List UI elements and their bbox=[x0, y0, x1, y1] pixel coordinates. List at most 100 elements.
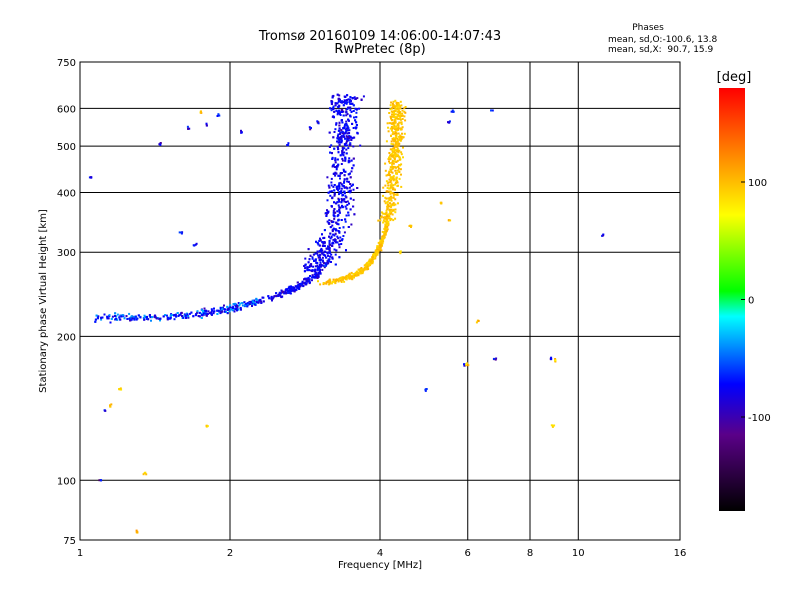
data-point bbox=[396, 108, 399, 111]
stats-x-line: mean, sd,X: 90.7, 15.9 bbox=[608, 45, 714, 55]
data-point bbox=[203, 309, 206, 312]
data-point bbox=[341, 119, 343, 122]
data-point bbox=[327, 254, 330, 257]
data-point bbox=[384, 162, 387, 165]
data-point bbox=[383, 227, 386, 230]
stats-o-line: mean, sd,O:-100.6, 13.8 bbox=[608, 35, 718, 45]
data-point bbox=[388, 160, 390, 163]
data-point bbox=[392, 110, 395, 113]
data-point bbox=[329, 232, 332, 235]
data-point bbox=[398, 158, 401, 161]
data-point bbox=[393, 106, 396, 109]
data-point bbox=[346, 180, 349, 183]
data-point bbox=[383, 217, 386, 220]
data-point bbox=[278, 291, 281, 294]
data-point bbox=[343, 231, 346, 234]
data-point bbox=[396, 194, 399, 196]
data-point bbox=[343, 276, 346, 279]
data-point bbox=[392, 131, 395, 134]
data-point bbox=[395, 166, 397, 169]
data-point bbox=[349, 136, 352, 139]
data-point bbox=[170, 314, 173, 316]
data-point bbox=[348, 202, 350, 205]
data-point bbox=[334, 104, 337, 107]
data-point bbox=[345, 142, 348, 145]
colorbar-ticks: 100 0 -100 bbox=[741, 178, 771, 424]
data-point bbox=[348, 101, 351, 104]
data-point bbox=[390, 142, 393, 145]
data-point bbox=[217, 309, 220, 312]
data-point bbox=[394, 211, 397, 214]
data-point bbox=[110, 317, 113, 320]
data-point bbox=[399, 164, 401, 167]
data-point bbox=[349, 273, 352, 276]
data-point bbox=[323, 264, 326, 267]
data-point bbox=[340, 281, 343, 283]
data-point bbox=[330, 144, 333, 147]
data-point bbox=[314, 259, 317, 262]
data-point bbox=[304, 267, 307, 270]
data-point bbox=[128, 317, 131, 320]
data-point bbox=[173, 318, 176, 321]
data-point bbox=[382, 219, 385, 222]
data-point bbox=[346, 138, 349, 140]
data-point bbox=[307, 280, 309, 283]
y-tick-label: 100 bbox=[57, 476, 76, 487]
data-point bbox=[396, 142, 399, 145]
data-point bbox=[341, 132, 344, 135]
data-point bbox=[205, 314, 208, 317]
data-point bbox=[318, 266, 321, 269]
data-point bbox=[334, 161, 337, 164]
data-point bbox=[385, 180, 388, 183]
data-point bbox=[338, 111, 341, 114]
data-point bbox=[392, 196, 395, 199]
data-point bbox=[382, 236, 385, 239]
data-point bbox=[309, 254, 312, 257]
data-point bbox=[359, 271, 362, 274]
data-point bbox=[302, 284, 305, 287]
data-point bbox=[271, 299, 273, 302]
data-point bbox=[387, 184, 390, 187]
data-point bbox=[323, 241, 326, 244]
data-point bbox=[393, 140, 396, 143]
data-point bbox=[125, 315, 128, 318]
data-point bbox=[377, 219, 380, 222]
data-point bbox=[356, 132, 359, 135]
data-point bbox=[341, 153, 344, 156]
data-point bbox=[150, 319, 152, 322]
data-point bbox=[299, 283, 302, 285]
data-point bbox=[251, 301, 254, 304]
data-point bbox=[328, 240, 331, 242]
data-point bbox=[333, 184, 336, 186]
data-point bbox=[224, 308, 227, 311]
data-point bbox=[327, 262, 330, 265]
data-point bbox=[425, 388, 428, 390]
data-point bbox=[349, 109, 352, 112]
data-point bbox=[330, 190, 333, 193]
data-point bbox=[342, 235, 345, 237]
data-point bbox=[465, 363, 468, 366]
data-point bbox=[336, 235, 339, 238]
data-point bbox=[447, 219, 450, 222]
data-point bbox=[142, 317, 145, 319]
data-point bbox=[333, 131, 336, 133]
data-point bbox=[328, 279, 331, 282]
data-point bbox=[328, 260, 331, 263]
data-point bbox=[399, 121, 402, 124]
data-point bbox=[401, 118, 404, 120]
data-point bbox=[309, 281, 311, 284]
data-point bbox=[321, 244, 324, 247]
data-point bbox=[349, 102, 352, 105]
data-point bbox=[341, 279, 344, 282]
data-point bbox=[200, 317, 203, 319]
data-point bbox=[325, 215, 328, 217]
data-point bbox=[331, 224, 334, 227]
data-point bbox=[349, 142, 352, 145]
data-point bbox=[393, 178, 395, 181]
data-point bbox=[343, 174, 346, 177]
data-point bbox=[355, 111, 358, 114]
data-point bbox=[340, 110, 343, 113]
data-point bbox=[333, 110, 336, 113]
data-point bbox=[356, 187, 359, 189]
data-point bbox=[178, 231, 181, 234]
